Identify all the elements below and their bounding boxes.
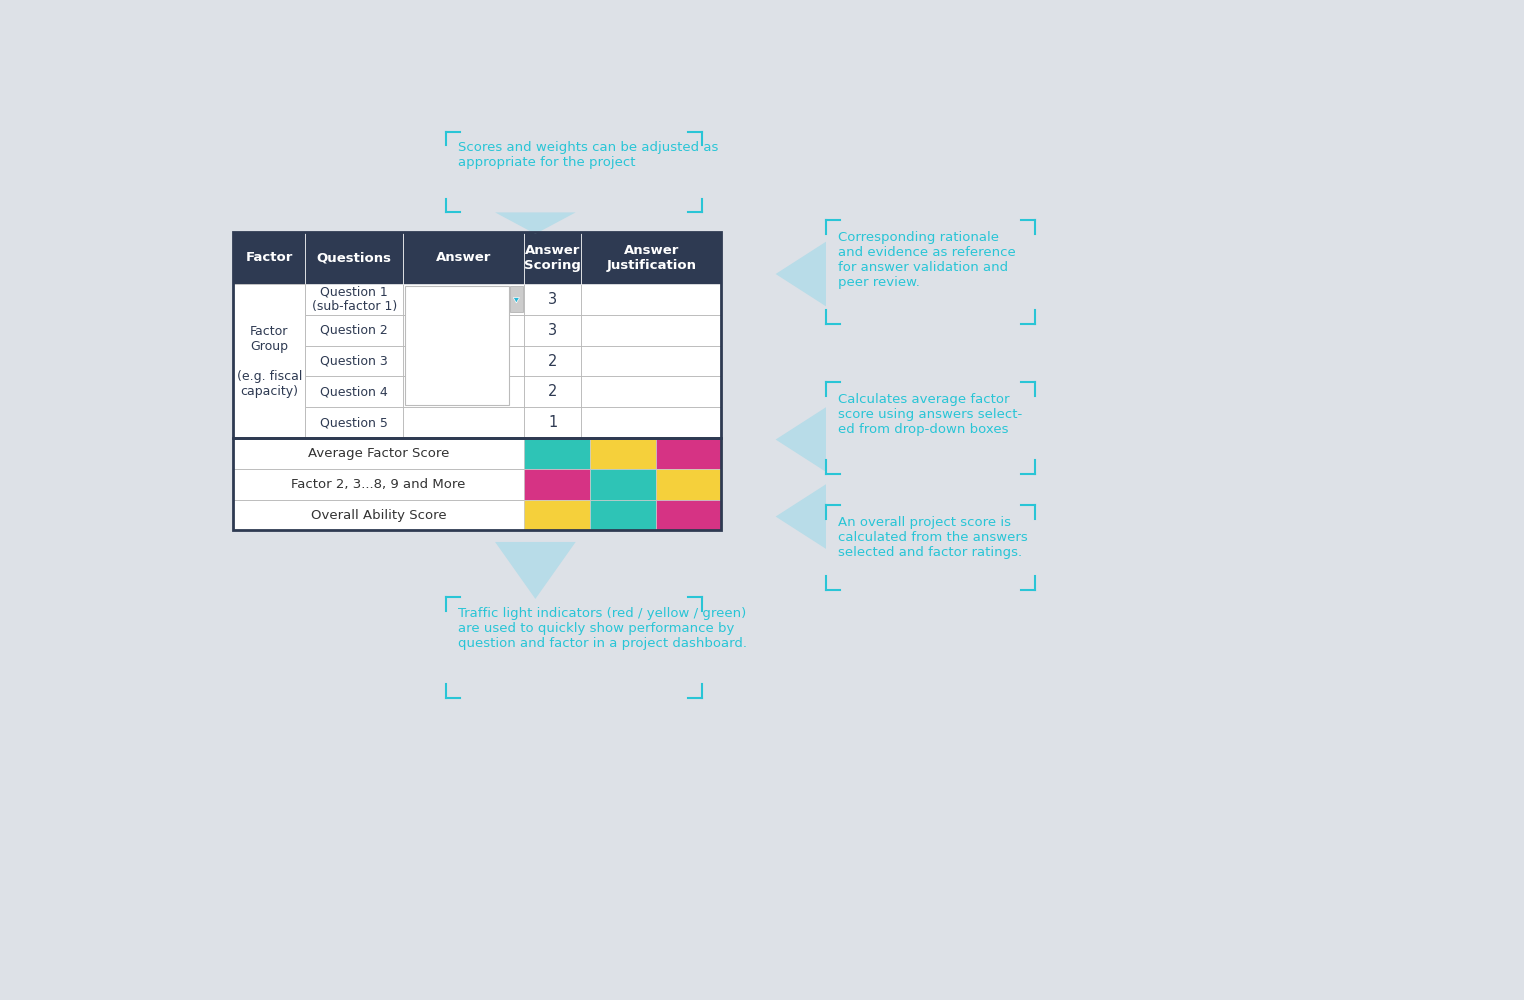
Text: Factor
Group

(e.g. fiscal
capacity): Factor Group (e.g. fiscal capacity)	[236, 325, 302, 398]
Bar	[402, 407, 524, 438]
Polygon shape	[495, 212, 576, 234]
Text: Traffic light indicators (red / yellow / green)
are used to quickly show perform: Traffic light indicators (red / yellow /…	[457, 607, 747, 650]
Bar	[305, 346, 402, 376]
Text: Factor: Factor	[245, 251, 293, 264]
Text: Factor 2, 3...8, 9 and More: Factor 2, 3...8, 9 and More	[291, 478, 466, 491]
Bar	[402, 376, 524, 407]
Bar	[524, 284, 581, 315]
Bar	[590, 500, 655, 530]
Bar	[655, 469, 721, 500]
Text: 2: 2	[549, 354, 558, 369]
Polygon shape	[776, 242, 826, 306]
Bar	[655, 438, 721, 469]
Polygon shape	[776, 407, 826, 472]
Bar	[233, 438, 524, 469]
Text: 2: 2	[549, 384, 558, 399]
Bar	[524, 315, 581, 346]
Bar	[524, 500, 590, 530]
Bar	[524, 407, 581, 438]
Bar	[524, 438, 590, 469]
Bar	[233, 376, 305, 407]
Text: Corresponding rationale
and evidence as reference
for answer validation and
peer: Corresponding rationale and evidence as …	[838, 231, 1015, 289]
Bar	[524, 376, 581, 407]
Bar	[524, 469, 590, 500]
Text: Average Factor Score: Average Factor Score	[308, 447, 450, 460]
Text: Calculates average factor
score using answers select-
ed from drop-down boxes: Calculates average factor score using an…	[838, 393, 1023, 436]
Bar	[233, 469, 524, 500]
Bar	[233, 232, 721, 438]
Text: 3: 3	[549, 323, 558, 338]
Bar	[233, 346, 305, 376]
Bar	[233, 315, 305, 346]
Bar	[233, 407, 305, 438]
Bar	[511, 286, 523, 312]
Text: Question 2: Question 2	[320, 324, 389, 337]
Text: An overall project score is
calculated from the answers
selected and factor rati: An overall project score is calculated f…	[838, 516, 1027, 559]
Text: Select answer
from drop-down
box: Select answer from drop-down box	[407, 314, 507, 357]
Polygon shape	[495, 542, 576, 599]
Text: Scores and weights can be adjusted as
appropriate for the project: Scores and weights can be adjusted as ap…	[457, 141, 718, 169]
Bar	[305, 407, 402, 438]
Bar	[524, 346, 581, 376]
Bar	[305, 376, 402, 407]
Bar	[233, 284, 305, 315]
Bar	[233, 500, 524, 530]
Polygon shape	[776, 484, 826, 549]
Bar	[233, 232, 305, 284]
Bar	[402, 346, 524, 376]
Text: 1: 1	[549, 415, 558, 430]
Bar	[233, 284, 305, 438]
Bar	[405, 286, 509, 405]
Text: Answer
Justification: Answer Justification	[607, 244, 696, 272]
Bar	[581, 232, 721, 284]
Bar	[581, 346, 721, 376]
Bar	[590, 469, 655, 500]
Bar	[402, 315, 524, 346]
Bar	[581, 407, 721, 438]
Bar	[581, 315, 721, 346]
Bar	[581, 376, 721, 407]
Polygon shape	[514, 298, 520, 303]
Text: Question 3: Question 3	[320, 355, 389, 368]
Bar	[655, 500, 721, 530]
Bar	[524, 232, 581, 284]
Text: Question 1
(sub-factor 1): Question 1 (sub-factor 1)	[311, 285, 396, 313]
Bar	[305, 315, 402, 346]
Bar	[402, 284, 524, 315]
Bar	[581, 284, 721, 315]
Text: 3: 3	[549, 292, 558, 307]
Bar	[305, 232, 402, 284]
Text: Answer: Answer	[436, 251, 491, 264]
Text: Question 5: Question 5	[320, 416, 389, 429]
Bar	[590, 438, 655, 469]
Text: Overall Ability Score: Overall Ability Score	[311, 509, 447, 522]
Text: Answer
Scoring: Answer Scoring	[524, 244, 581, 272]
Bar	[233, 438, 721, 530]
Text: Question 4: Question 4	[320, 385, 389, 398]
Bar	[305, 284, 402, 315]
Bar	[402, 232, 524, 284]
Text: Questions: Questions	[317, 251, 392, 264]
